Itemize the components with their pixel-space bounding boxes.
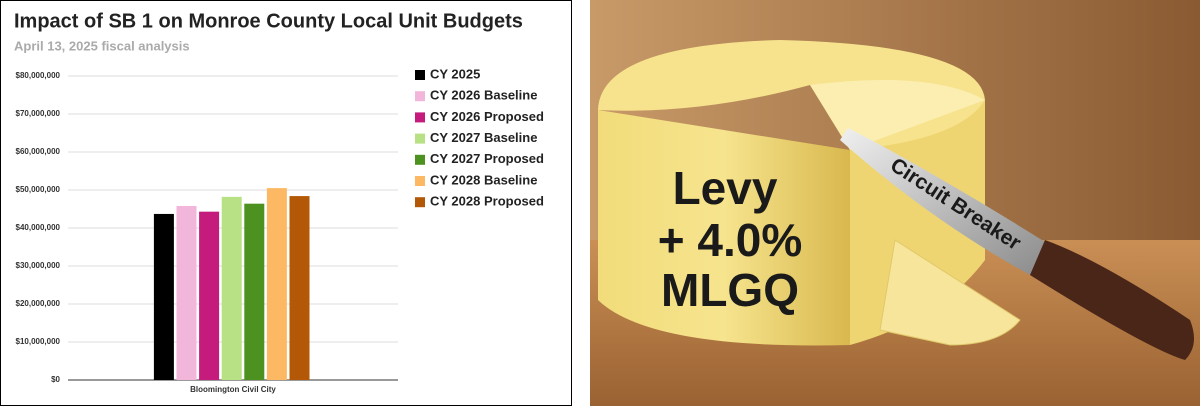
legend-label: CY 2028 Proposed (430, 194, 544, 209)
legend-label: CY 2028 Baseline (430, 172, 537, 187)
bar (266, 188, 287, 380)
legend-swatch (415, 70, 425, 80)
cheese-wedge (879, 239, 1021, 346)
legend-swatch (415, 197, 425, 208)
bar (289, 196, 310, 380)
y-tick-label: $0 (51, 375, 60, 384)
cheese-label: + 4.0% (658, 214, 803, 266)
y-tick-label: $80,000,000 (16, 71, 61, 80)
legend-swatch (415, 154, 425, 165)
legend-swatch (415, 112, 425, 123)
legend-label: CY 2025 (430, 66, 480, 81)
y-tick-label: $50,000,000 (16, 185, 61, 194)
cheese-label: Levy (673, 162, 778, 214)
cheese-label: MLGQ (661, 264, 799, 316)
cheese-side (598, 110, 850, 346)
knife-handle (1030, 240, 1194, 360)
bar (153, 213, 174, 380)
legend-label: CY 2027 Baseline (430, 130, 537, 145)
y-tick-label: $40,000,000 (16, 223, 61, 232)
y-tick-label: $70,000,000 (16, 109, 61, 118)
legend-swatch (415, 176, 425, 186)
legend-label: CY 2026 Proposed (430, 109, 544, 124)
legend-label: CY 2026 Baseline (430, 88, 537, 103)
bar (199, 211, 220, 380)
knife-blade (840, 128, 1050, 275)
y-tick-label: $30,000,000 (16, 261, 61, 270)
chart-subtitle: April 13, 2025 fiscal analysis (14, 38, 190, 53)
y-tick-label: $60,000,000 (16, 147, 61, 156)
x-tick-label: Bloomington Civil City (190, 385, 276, 394)
y-tick-label: $10,000,000 (16, 337, 61, 346)
legend-swatch (415, 91, 425, 102)
chart-title: Impact of SB 1 on Monroe County Local Un… (14, 10, 523, 32)
bar (221, 196, 242, 380)
bar (244, 203, 265, 380)
legend-label: CY 2027 Proposed (430, 151, 544, 166)
photo: Levy + 4.0% MLGQ Circuit Breaker (590, 0, 1200, 406)
legend-swatch (415, 133, 425, 144)
y-tick-label: $20,000,000 (16, 299, 61, 308)
bar (176, 205, 197, 380)
